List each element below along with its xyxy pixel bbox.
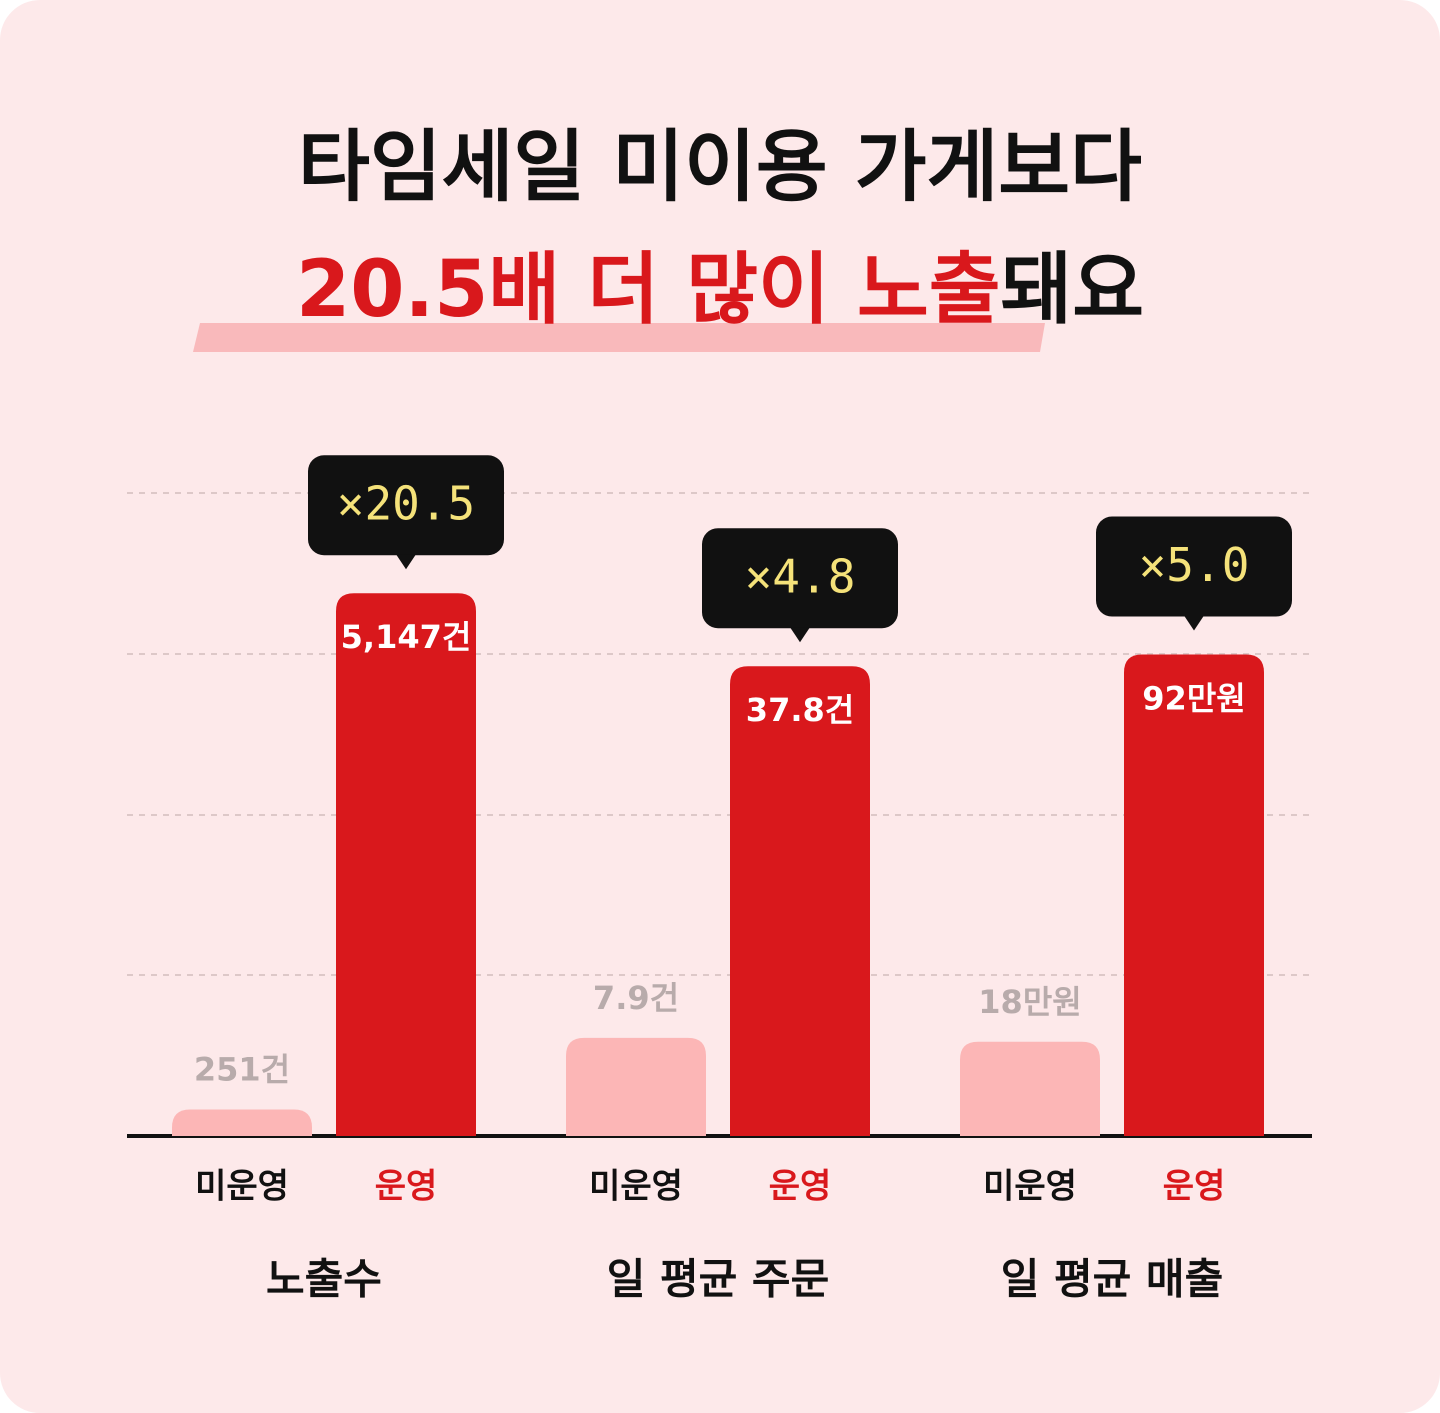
category-label: 미운영 <box>983 1167 1077 1207</box>
bar <box>960 1041 1100 1136</box>
title-line1: 타임세일 미이용 가게보다 <box>298 122 1142 212</box>
group-title: 일 평균 주문 <box>607 1255 829 1304</box>
bar <box>566 1037 706 1136</box>
title-line2: 20.5배 더 많이 노출돼요 <box>296 245 1144 335</box>
bubble <box>702 528 898 629</box>
value-label: 92만원 <box>1142 680 1245 718</box>
value-label: 7.9건 <box>593 979 679 1017</box>
title-rest: 돼요 <box>1000 245 1144 335</box>
multiplier: ×5.0 <box>1139 538 1250 592</box>
category-label: 운영 <box>769 1167 832 1207</box>
category-label: 운영 <box>375 1167 438 1207</box>
bubble <box>1096 516 1292 617</box>
group-title: 일 평균 매출 <box>1001 1255 1223 1304</box>
bar <box>336 593 476 1136</box>
bubble <box>308 455 504 556</box>
multiplier: ×4.8 <box>745 550 856 604</box>
bar <box>730 666 870 1136</box>
multiplier: ×20.5 <box>337 477 475 531</box>
title-highlight: 20.5배 더 많이 노출 <box>296 245 1000 335</box>
value-label: 251건 <box>194 1051 290 1089</box>
bubble-tail <box>396 554 416 570</box>
group-title: 노출수 <box>266 1255 382 1304</box>
value-label: 5,147건 <box>341 618 472 656</box>
bubble-tail <box>790 627 810 643</box>
value-label: 18만원 <box>978 983 1081 1021</box>
value-label: 37.8건 <box>746 691 854 729</box>
highlight <box>193 323 1045 352</box>
bar <box>172 1109 312 1136</box>
bubble-tail <box>1184 615 1204 631</box>
category-label: 운영 <box>1163 1167 1226 1207</box>
bar <box>1124 654 1264 1136</box>
category-label: 미운영 <box>589 1167 683 1207</box>
category-label: 미운영 <box>195 1167 289 1207</box>
